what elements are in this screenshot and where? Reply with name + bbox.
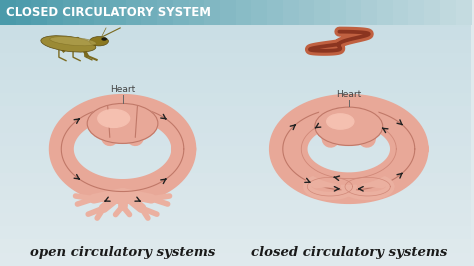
Bar xyxy=(0,133,471,146)
Bar xyxy=(0,93,471,106)
Bar xyxy=(173,0,190,25)
Bar xyxy=(0,53,471,66)
Bar xyxy=(31,0,48,25)
Ellipse shape xyxy=(41,36,96,52)
Bar xyxy=(126,0,142,25)
Bar xyxy=(361,0,378,25)
Text: open circulatory systems: open circulatory systems xyxy=(30,246,215,259)
Bar xyxy=(330,0,346,25)
Bar xyxy=(16,0,32,25)
Bar xyxy=(0,239,471,253)
Bar xyxy=(314,0,331,25)
Bar xyxy=(0,66,471,80)
Bar xyxy=(157,0,174,25)
Bar xyxy=(189,0,205,25)
Circle shape xyxy=(101,38,107,41)
Bar xyxy=(0,80,471,93)
Bar xyxy=(94,0,111,25)
Bar xyxy=(220,0,237,25)
Bar xyxy=(0,40,471,53)
Bar xyxy=(0,213,471,226)
Bar xyxy=(440,0,456,25)
Bar xyxy=(0,27,471,40)
Circle shape xyxy=(98,110,129,127)
Bar xyxy=(251,0,268,25)
Bar xyxy=(409,0,425,25)
Bar xyxy=(0,160,471,173)
Bar xyxy=(456,0,472,25)
Bar xyxy=(393,0,410,25)
Bar xyxy=(79,0,95,25)
Bar xyxy=(283,0,300,25)
Bar xyxy=(0,0,17,25)
Bar xyxy=(236,0,252,25)
Bar xyxy=(377,0,394,25)
Bar xyxy=(0,253,471,266)
Bar xyxy=(110,0,127,25)
Circle shape xyxy=(315,107,383,146)
Circle shape xyxy=(87,103,158,143)
Bar xyxy=(299,0,315,25)
Bar xyxy=(0,13,471,27)
Text: Heart: Heart xyxy=(336,90,361,99)
Ellipse shape xyxy=(50,37,96,46)
Bar xyxy=(267,0,284,25)
Bar xyxy=(47,0,64,25)
Bar xyxy=(0,106,471,120)
Bar xyxy=(0,186,471,200)
Bar xyxy=(0,0,471,13)
Text: CLOSED CIRCULATORY SYSTEM: CLOSED CIRCULATORY SYSTEM xyxy=(6,6,210,19)
Circle shape xyxy=(327,114,354,129)
Text: Heart: Heart xyxy=(110,85,135,94)
Bar xyxy=(0,200,471,213)
Bar xyxy=(0,146,471,160)
Ellipse shape xyxy=(90,37,109,46)
Bar xyxy=(346,0,362,25)
Bar xyxy=(0,226,471,239)
Bar xyxy=(0,173,471,186)
Text: closed circulatory systems: closed circulatory systems xyxy=(251,246,447,259)
Bar xyxy=(141,0,158,25)
Bar xyxy=(424,0,441,25)
Bar xyxy=(0,120,471,133)
Bar xyxy=(204,0,221,25)
Bar xyxy=(63,0,80,25)
